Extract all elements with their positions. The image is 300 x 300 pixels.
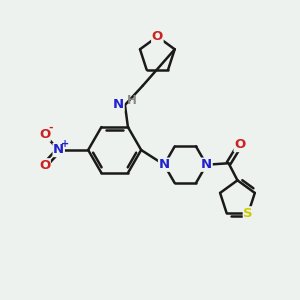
Text: N: N [201, 158, 212, 171]
Text: O: O [234, 139, 245, 152]
Text: S: S [243, 207, 253, 220]
Text: O: O [39, 128, 50, 141]
Text: N: N [53, 143, 64, 157]
Text: N: N [159, 158, 170, 171]
Text: O: O [39, 159, 50, 172]
Text: +: + [61, 139, 69, 148]
Text: -: - [49, 123, 53, 133]
Text: N: N [113, 98, 124, 111]
Text: O: O [152, 30, 163, 43]
Text: H: H [127, 94, 136, 107]
